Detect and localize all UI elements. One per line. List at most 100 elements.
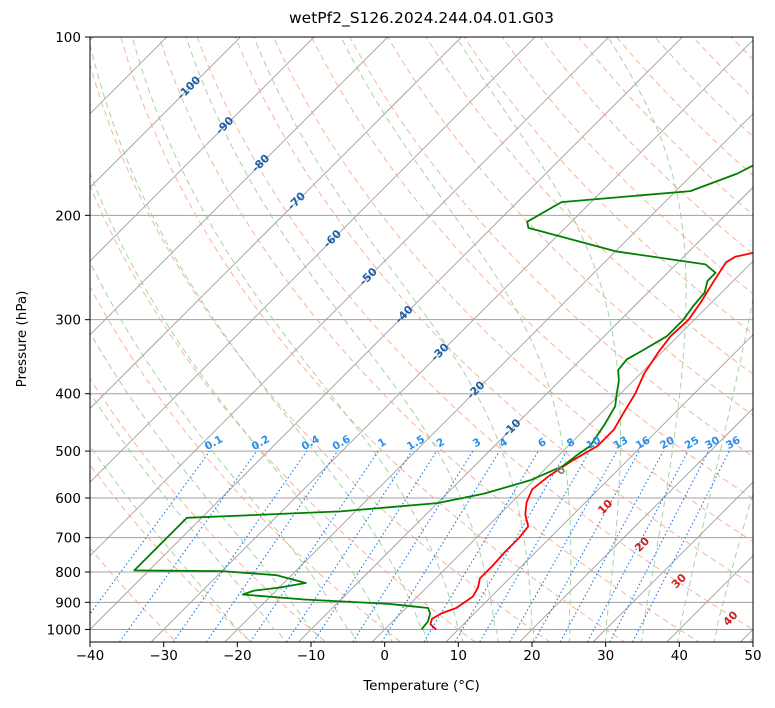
y-tick-label: 700: [55, 531, 81, 547]
dry-adiabat-label: -70: [285, 189, 308, 212]
mixing-ratio-label: 3: [471, 436, 483, 450]
dry-adiabat-line: [196, 37, 753, 630]
mixing-ratio-line: [313, 450, 438, 642]
isotherm-line: [90, 37, 315, 262]
y-tick-label: 300: [55, 313, 81, 329]
dry-adiabat-label: -60: [321, 227, 344, 250]
dry-adiabat-line: [615, 37, 753, 177]
mixing-ratio-label: 36: [724, 434, 743, 452]
dry-adiabat-line: [310, 37, 753, 500]
mixing-ratio-line: [479, 450, 591, 642]
x-tick-label: 10: [450, 648, 467, 664]
dry-adiabat-line: [730, 37, 753, 60]
dry-adiabat-line: [120, 37, 626, 642]
dry-adiabat-line: [501, 37, 753, 295]
moist-adiabat-line: [90, 42, 429, 642]
x-tick-label: −20: [223, 648, 252, 664]
moist-adiabat-label: 30: [669, 571, 689, 591]
x-tick-label: 40: [671, 648, 688, 664]
y-tick-label: 100: [55, 30, 81, 46]
dry-adiabat-line: [272, 37, 753, 543]
moist-adiabat-label: 10: [595, 497, 615, 517]
temperature-profile-line: [429, 251, 753, 631]
mixing-ratio-label: 10: [584, 434, 603, 452]
isotherm-line: [90, 37, 389, 336]
dry-adiabat-label: -10: [500, 416, 523, 439]
moist-adiabat-line: [253, 37, 535, 642]
dry-adiabat-line: [577, 37, 753, 216]
isotherm-line: [445, 334, 753, 642]
isotherm-line: [224, 113, 753, 642]
y-tick-label: 200: [55, 208, 81, 224]
y-tick-label: 1000: [47, 622, 81, 638]
x-tick-label: −30: [149, 648, 178, 664]
dry-adiabat-line: [743, 10, 775, 654]
mixing-ratio-label: 1: [376, 436, 388, 450]
moist-adiabat-line: [677, 296, 753, 642]
mixing-ratio-line: [352, 450, 474, 642]
isotherm-line: [90, 37, 242, 189]
mixing-ratio-label: 30: [703, 434, 722, 452]
plot-frame: [89, 36, 754, 643]
mixing-ratio-line: [249, 450, 379, 642]
moist-adiabat-line: [455, 37, 622, 642]
moist-adiabat-line: [713, 491, 753, 642]
isotherm-line: [90, 37, 610, 557]
mixing-ratio-line: [381, 450, 500, 642]
isotherm-line: [90, 37, 168, 115]
mixing-ratio-label: 0.6: [330, 433, 352, 453]
dry-adiabat-line: [90, 463, 252, 642]
mixing-ratio-label: 2: [435, 436, 447, 450]
dry-adiabat-line: [539, 37, 753, 255]
mixing-ratio-label: 0.1: [203, 433, 225, 453]
moist-adiabat-line: [340, 37, 572, 642]
dry-adiabat-label: -80: [249, 151, 272, 174]
moist-adiabat-line: [607, 37, 687, 642]
dry-adiabat-line: [90, 547, 178, 642]
dry-adiabat-label: -90: [213, 114, 236, 137]
dry-adiabat-line: [349, 37, 753, 458]
y-tick-label: 900: [55, 595, 81, 611]
isotherm-line: [592, 481, 753, 642]
dry-adiabat-line: [463, 37, 753, 335]
dry-adiabat-line: [90, 184, 476, 642]
x-tick-label: 20: [523, 648, 540, 664]
mixing-ratio-label: 13: [612, 434, 631, 452]
isotherm-line: [297, 186, 753, 642]
isotherm-line: [371, 260, 753, 642]
mixing-ratio-label: 1.5: [405, 433, 427, 453]
dewpoint-profile-line: [133, 164, 753, 630]
axes: −40 −30 −20 −10 0 10 20 30 40 5010020030040050060…: [47, 30, 762, 664]
moist-adiabat-line: [749, 627, 753, 642]
dry-adiabat-label: -30: [428, 340, 451, 363]
background-lines: [90, 10, 775, 654]
moist-adiabat-line: [131, 37, 464, 642]
mixing-ratio-line: [609, 450, 709, 642]
dry-adiabat-line: [90, 62, 551, 642]
mixing-ratio-line: [205, 450, 338, 642]
mixing-ratio-label: 16: [634, 434, 653, 452]
isotherm-line: [90, 37, 94, 41]
x-axis-label: Temperature (°C): [363, 678, 480, 694]
y-tick-label: 400: [55, 387, 81, 403]
mixing-ratio-label: 0.4: [300, 433, 322, 453]
isotherm-line: [518, 407, 753, 642]
mixing-ratio-label: 20: [658, 434, 677, 452]
isotherm-line: [90, 37, 684, 631]
mixing-ratio-label: 25: [683, 434, 702, 452]
isotherm-line: [90, 37, 463, 410]
y-tick-label: 600: [55, 491, 81, 507]
moist-adiabat-line: [90, 331, 323, 642]
x-tick-label: −40: [76, 648, 105, 664]
x-tick-label: −10: [297, 648, 326, 664]
dry-adiabat-label: -50: [357, 265, 380, 288]
y-tick-label: 800: [55, 565, 81, 581]
y-tick-label: 500: [55, 444, 81, 460]
profile-lines: [133, 164, 753, 631]
mixing-ratio-label: 0.2: [250, 433, 272, 453]
x-tick-label: 50: [744, 648, 761, 664]
chart-title: wetPf2_S126.2024.244.04.01.G03: [289, 9, 554, 27]
dry-adiabat-label: -100: [175, 73, 204, 102]
dry-adiabat-label: -40: [393, 303, 416, 326]
